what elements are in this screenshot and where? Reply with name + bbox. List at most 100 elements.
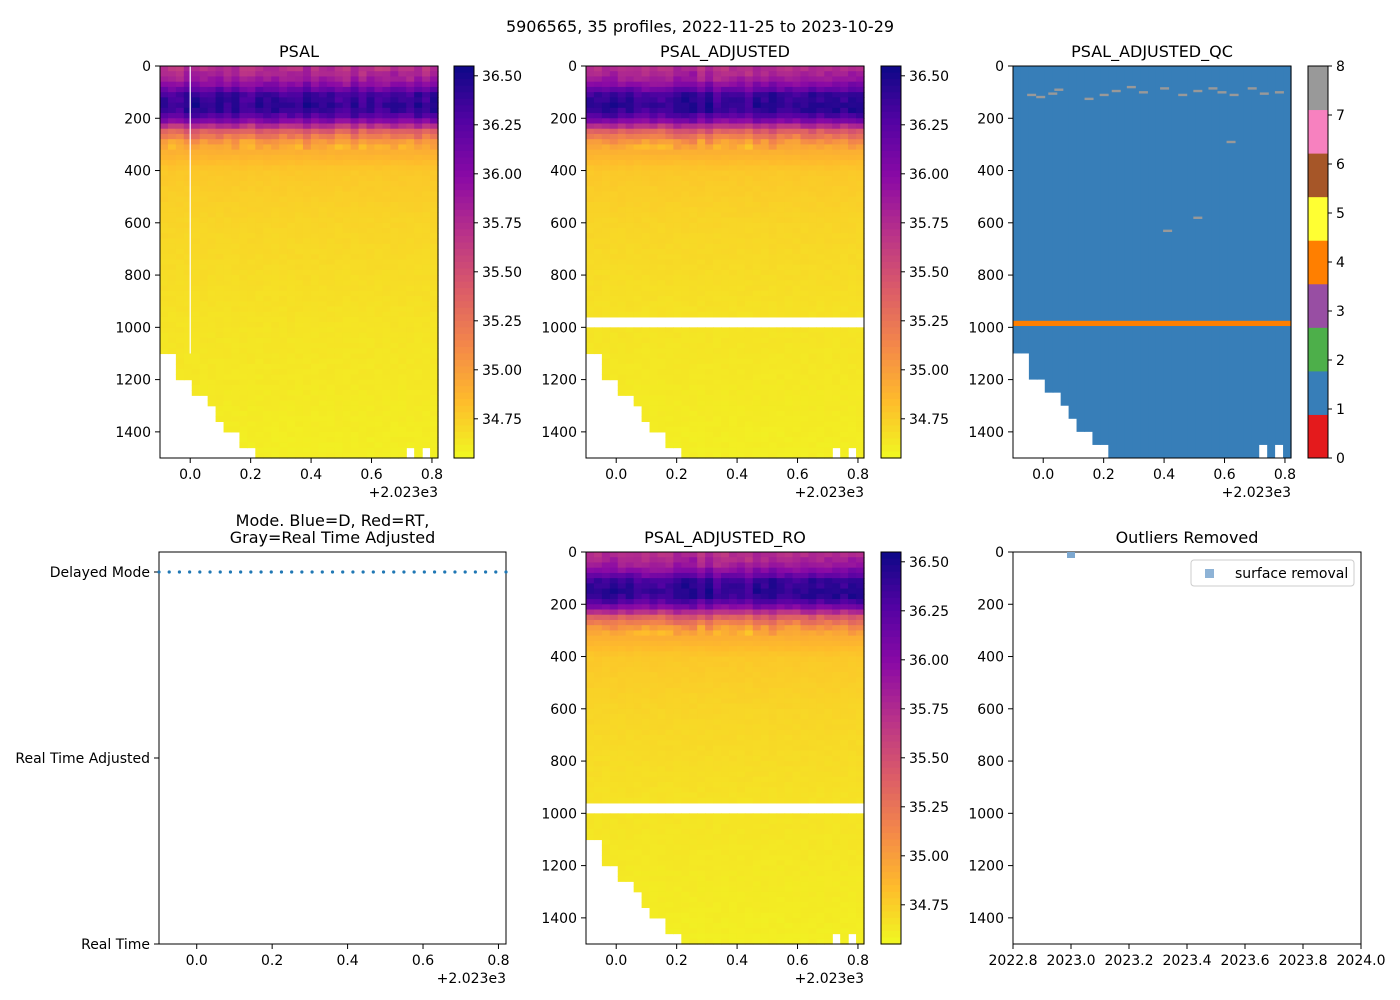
- heatmap-cell: [784, 222, 794, 229]
- heatmap-cell: [430, 306, 439, 313]
- heatmap-cell: [681, 405, 690, 412]
- heatmap-cell: [617, 228, 627, 234]
- heatmap-cell: [609, 212, 619, 219]
- heatmap-cell: [625, 154, 635, 161]
- heatmap-cell: [824, 76, 833, 83]
- heatmap-cell: [848, 186, 857, 193]
- heatmap-cell: [287, 384, 296, 391]
- heatmap-cell: [239, 107, 248, 114]
- heatmap-cell: [167, 233, 177, 240]
- heatmap-cell: [856, 149, 865, 156]
- heatmap-cell: [414, 416, 423, 423]
- heatmap-cell: [295, 337, 304, 344]
- heatmap-cell: [215, 107, 225, 114]
- heatmap-cell: [239, 144, 248, 151]
- heatmap-cell: [586, 327, 595, 334]
- heatmap-cell: [366, 165, 376, 172]
- heatmap-cell: [840, 233, 849, 240]
- heatmap-cell: [358, 228, 368, 234]
- heatmap-cell: [287, 306, 296, 313]
- heatmap-cell: [736, 201, 746, 208]
- heatmap-cell: [326, 327, 336, 334]
- heatmap-cell: [326, 66, 336, 72]
- heatmap-cell: [263, 306, 272, 313]
- heatmap-cell: [617, 86, 627, 93]
- heatmap-cell: [255, 447, 264, 454]
- heatmap-cell: [625, 170, 635, 177]
- heatmap-cell: [792, 154, 802, 161]
- heatmap-cell: [800, 390, 809, 396]
- heatmap-cell: [768, 66, 778, 72]
- heatmap-cell: [601, 280, 611, 287]
- heatmap-cell: [824, 133, 833, 140]
- colorbar-segment: [454, 418, 474, 426]
- heatmap-cell: [350, 390, 360, 396]
- heatmap-cell: [617, 374, 627, 381]
- heatmap-cell: [366, 186, 376, 193]
- heatmap-cell: [625, 139, 635, 145]
- heatmap-cell: [673, 149, 682, 156]
- heatmap-cell: [239, 332, 248, 339]
- heatmap-cell: [175, 311, 185, 318]
- heatmap-cell: [832, 421, 841, 428]
- heatmap-cell: [665, 421, 674, 428]
- heatmap-cell: [398, 431, 407, 438]
- heatmap-cell: [792, 175, 802, 182]
- heatmap-cell: [390, 275, 399, 281]
- heatmap-cell: [167, 311, 177, 318]
- heatmap-cell: [430, 390, 439, 396]
- heatmap-cell: [318, 86, 328, 93]
- heatmap-cell: [247, 71, 256, 78]
- heatmap-cell: [175, 201, 185, 208]
- heatmap-cell: [673, 437, 682, 443]
- heatmap-cell: [342, 86, 352, 93]
- heatmap-cell: [199, 306, 209, 313]
- heatmap-cell: [617, 337, 627, 344]
- heatmap-cell: [633, 86, 643, 93]
- heatmap-cell: [247, 207, 256, 213]
- heatmap-cell: [657, 170, 667, 177]
- heatmap-cell: [713, 133, 722, 140]
- heatmap-cell: [310, 196, 320, 203]
- heatmap-cell: [617, 139, 627, 145]
- heatmap-cell: [657, 102, 667, 109]
- heatmap-cell: [665, 196, 674, 203]
- heatmap-cell: [633, 374, 643, 381]
- heatmap-cell: [816, 254, 825, 260]
- heatmap-cell: [414, 426, 423, 433]
- heatmap-cell: [808, 426, 817, 433]
- heatmap-cell: [263, 431, 272, 438]
- heatmap-cell: [641, 379, 651, 386]
- heatmap-cell: [239, 316, 248, 323]
- heatmap-cell: [641, 400, 651, 407]
- heatmap-cell: [263, 191, 272, 198]
- heatmap-cell: [398, 207, 407, 213]
- heatmap-cell: [792, 86, 802, 93]
- heatmap-cell: [601, 107, 611, 114]
- heatmap-cell: [406, 201, 415, 208]
- heatmap-cell: [231, 238, 241, 245]
- heatmap-cell: [617, 363, 627, 370]
- heatmap-cell: [247, 175, 256, 182]
- heatmap-cell: [302, 81, 312, 88]
- heatmap-cell: [231, 186, 241, 193]
- heatmap-cell: [681, 238, 690, 245]
- heatmap-cell: [334, 295, 344, 302]
- heatmap-cell: [215, 322, 225, 328]
- heatmap-cell: [792, 327, 802, 334]
- heatmap-cell: [430, 410, 439, 417]
- heatmap-cell: [840, 170, 849, 177]
- heatmap-cell: [792, 71, 802, 78]
- heatmap-cell: [649, 332, 659, 339]
- heatmap-cell: [736, 128, 746, 135]
- heatmap-cell: [279, 264, 288, 271]
- heatmap-cell: [728, 332, 738, 339]
- colorbar-segment: [454, 307, 474, 315]
- heatmap-cell: [239, 327, 248, 334]
- heatmap-cell: [414, 280, 423, 287]
- heatmap-cell: [310, 81, 320, 88]
- heatmap-cell: [848, 123, 857, 130]
- heatmap-cell: [302, 144, 312, 151]
- heatmap-cell: [318, 400, 328, 407]
- heatmap-cell: [231, 175, 241, 182]
